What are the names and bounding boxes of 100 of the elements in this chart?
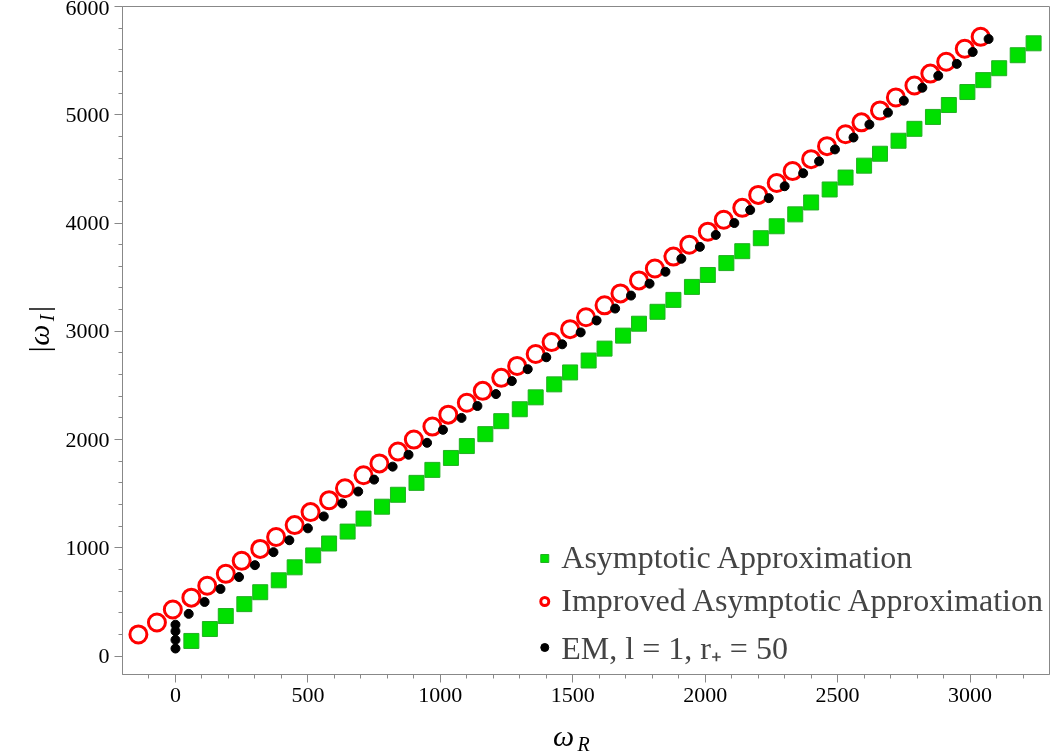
point [575, 327, 586, 338]
point [734, 243, 751, 260]
point [387, 441, 408, 462]
point [437, 424, 448, 435]
point [506, 376, 517, 387]
point [170, 643, 181, 654]
point [787, 206, 804, 223]
point [249, 560, 260, 571]
point [456, 392, 477, 413]
point [885, 87, 906, 108]
point [1009, 47, 1026, 64]
legend-label: Asymptotic Approximation [561, 539, 913, 576]
point [763, 193, 774, 204]
point [286, 559, 303, 576]
point [615, 327, 632, 344]
point [442, 449, 459, 466]
point [814, 156, 825, 167]
point [817, 136, 838, 157]
point [493, 413, 510, 430]
point [848, 132, 859, 143]
point [201, 621, 218, 638]
point [766, 172, 787, 193]
point [745, 205, 756, 216]
point [252, 584, 269, 601]
point [128, 624, 149, 645]
point [557, 339, 568, 350]
point [541, 332, 562, 353]
point [146, 612, 167, 633]
point [424, 461, 441, 478]
point [284, 515, 305, 536]
point [665, 291, 682, 308]
point [422, 437, 433, 448]
point [374, 498, 391, 515]
point [387, 461, 398, 472]
point [975, 72, 992, 89]
point [591, 315, 602, 326]
point [829, 144, 840, 155]
point [490, 389, 501, 400]
point [882, 107, 893, 118]
point [183, 632, 200, 649]
point [270, 572, 287, 589]
point [511, 401, 528, 418]
point [924, 108, 941, 125]
point [236, 596, 253, 613]
point [626, 290, 637, 301]
point [546, 376, 563, 393]
point [183, 608, 194, 619]
point [403, 449, 414, 460]
point [801, 149, 822, 170]
legend-label: Improved Asymptotic Approximation [561, 582, 1043, 619]
x-tick-label: 2500 [815, 681, 860, 707]
point [983, 33, 994, 44]
point [353, 486, 364, 497]
point [710, 229, 721, 240]
point [967, 46, 978, 57]
point [1025, 35, 1042, 52]
point [472, 401, 483, 411]
point [215, 583, 226, 594]
point [305, 547, 322, 564]
point [713, 209, 734, 230]
point [959, 84, 976, 101]
point [835, 124, 856, 145]
point [527, 389, 544, 406]
point [477, 426, 494, 443]
point [871, 145, 888, 162]
point [334, 478, 355, 499]
point [562, 364, 579, 381]
point [231, 550, 252, 571]
point [869, 100, 890, 121]
x-tick-label: 0 [169, 681, 181, 707]
point [369, 474, 380, 485]
point [302, 523, 313, 534]
point [898, 95, 909, 106]
point [683, 278, 700, 295]
legend-label: EM, l = 1, r₊ = 50 [561, 629, 788, 668]
point [580, 352, 597, 369]
y-tick-label: 1000 [65, 534, 110, 560]
point [321, 535, 338, 552]
x-tick-label: 3000 [948, 681, 993, 707]
y-tick-label: 3000 [65, 318, 110, 344]
point [507, 355, 528, 376]
point [596, 340, 613, 357]
point [699, 267, 716, 283]
point [181, 587, 202, 608]
point [890, 132, 907, 149]
point [318, 511, 329, 522]
point [951, 58, 962, 69]
x-tick-label: 2000 [683, 681, 728, 707]
point [541, 352, 552, 363]
point [798, 168, 809, 179]
point [560, 319, 581, 340]
point [300, 502, 321, 523]
point [649, 303, 666, 320]
point [954, 38, 975, 59]
point [676, 253, 687, 264]
point [353, 465, 374, 486]
point [491, 367, 512, 388]
point [904, 75, 925, 96]
point [284, 535, 295, 546]
point [718, 255, 735, 272]
